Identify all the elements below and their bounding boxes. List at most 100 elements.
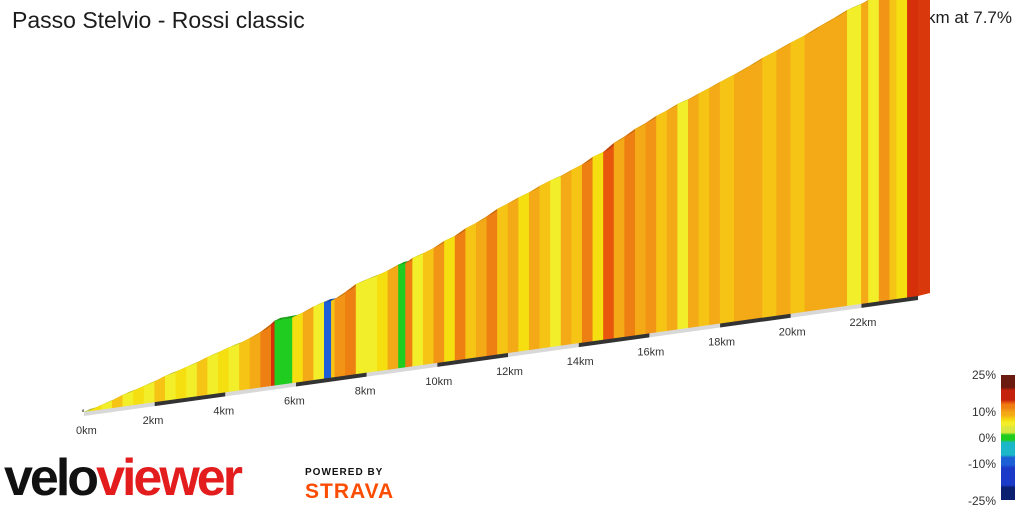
profile-segment-top [313,299,331,307]
profile-segment [878,0,891,302]
distance-tick-label: 14km [567,356,594,368]
distance-base-segment [720,313,791,328]
profile-segment [804,26,820,313]
profile-segment [422,247,435,366]
legend-label-minus25: -25% [967,494,996,508]
profile-segment [896,0,908,300]
profile-segment [486,208,498,357]
profile-segment [634,122,647,336]
profile-segment [645,115,657,335]
profile-segment-top [356,276,373,285]
profile-segment [656,110,668,333]
profile-segment [624,128,636,338]
profile-segment [528,185,541,351]
distance-tick-label: 0km [76,425,97,437]
legend-label-minus10: -10% [967,457,996,471]
profile-segment [228,343,240,393]
profile-segment [398,263,406,369]
profile-segment [175,366,187,400]
distance-axis: 0km 2km 4km 6km 8km 10km 12km 14km 16km 18km 20km 2… [76,317,876,437]
distance-tick-label: 8km [355,386,376,398]
profile-segment [366,275,378,374]
profile-segment [324,300,332,379]
profile-segment [733,66,749,322]
profile-segment [433,240,445,364]
profile-segment [709,81,721,326]
distance-base-segment [861,296,918,308]
profile-segment [719,74,735,324]
distance-tick-label: 22km [849,317,876,329]
profile-start-cap [82,409,84,412]
distance-base-segment [578,333,650,348]
profile-segment [313,301,325,381]
profile-segment [345,283,357,376]
gradient-color-scale [1001,375,1015,500]
profile-segment [465,222,477,360]
profile-segment [302,306,315,382]
profile-segment [239,337,251,391]
profile-segment [331,298,336,378]
profile-segment [550,175,562,348]
distance-base-segment [225,382,297,397]
profile-segment-top [281,314,299,320]
profile-segment [377,270,389,372]
profile-segment [603,142,615,341]
distance-base-segment [437,353,509,367]
profile-segment [518,192,530,352]
profile-segment [861,0,869,305]
profile-segment-top [324,298,338,303]
distance-base-segment [790,303,862,318]
profile-segment [560,169,572,346]
profile-segment [907,0,919,298]
profile-segment [454,228,466,361]
profile-segment [762,50,777,318]
profile-segment [196,356,208,397]
profile-segment [281,317,293,385]
elevation-profile-chart: 0km 2km 4km 6km 8km 10km 12km 14km 16km 18km 20km 2… [76,0,930,437]
profile-segment [847,3,862,307]
profile-segment [832,9,848,309]
profile-segment [334,291,346,378]
powered-by-text: POWERED BY [305,467,384,478]
profile-segment [677,99,689,330]
profile-segment [186,362,198,399]
distance-tick-label: 16km [637,346,664,358]
profile-segment [270,320,276,387]
distance-tick-label: 10km [425,376,452,388]
profile-segment [292,312,304,384]
profile-segment [154,375,166,403]
profile-segment [613,136,625,339]
distance-tick-label: 12km [496,366,523,378]
profile-segment [412,253,424,367]
profile-segment [776,42,792,317]
profile-segment [592,151,604,342]
profile-segment [748,57,763,320]
distance-tick-label: 6km [284,396,305,408]
profile-segment [217,347,230,394]
profile-segment-top [366,272,384,280]
distance-base-segment [649,323,721,338]
profile-segment [539,180,551,349]
distance-tick-label: 20km [779,327,806,339]
strava-logo: STRAVA [305,480,395,503]
distance-base-segment [84,402,155,416]
distance-base-segment [296,372,367,387]
profile-segment [111,394,124,409]
profile-segment [143,381,155,404]
legend-label-25: 25% [971,368,996,382]
veloviewer-logo: veloviewer [4,449,243,507]
profile-segment [475,216,488,358]
distance-base-segment [366,362,438,377]
profile-segment [571,164,583,345]
profile-segment-top [861,0,870,5]
profile-segment [133,385,145,406]
profile-segment [164,371,177,402]
distance-base-segment [508,343,579,358]
distance-tick-label: 4km [213,405,234,417]
profile-segment [260,323,272,388]
profile-segment [581,156,594,344]
profile-segment [122,390,134,407]
profile-segment [274,319,283,386]
profile-segment-top [122,388,140,396]
profile-segment-top [274,316,288,321]
